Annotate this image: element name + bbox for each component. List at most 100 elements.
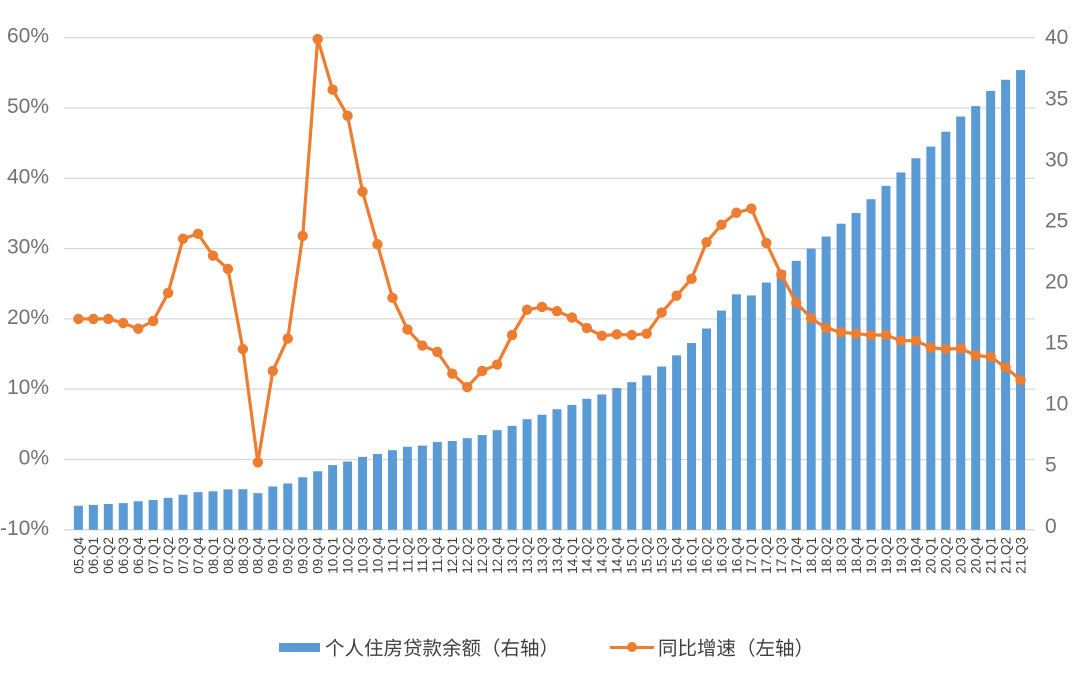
line-series-swatch — [610, 641, 654, 653]
x-axis-label: 06.Q3 — [116, 537, 131, 574]
x-axis-label: 16.Q2 — [699, 537, 714, 574]
line-marker — [237, 343, 249, 355]
line-marker — [297, 230, 308, 242]
x-axis-label: 11.Q4 — [430, 537, 445, 573]
bar — [118, 503, 128, 530]
bar — [402, 446, 412, 530]
x-axis-label: 21.Q3 — [1013, 537, 1028, 574]
bar — [223, 489, 233, 530]
x-axis-label: 15.Q3 — [655, 537, 670, 574]
x-axis-label: 10.Q3 — [355, 537, 370, 574]
bar — [1016, 70, 1026, 530]
line-marker — [88, 313, 99, 325]
line-marker — [462, 381, 473, 393]
bar — [956, 116, 966, 530]
x-axis-label: 08.Q1 — [206, 537, 221, 574]
line-marker — [551, 305, 563, 317]
y-axis-label-left: 20% — [7, 306, 49, 329]
line-marker — [357, 186, 368, 197]
y-axis-label-left: 40% — [7, 165, 49, 188]
x-axis-label: 19.Q2 — [879, 537, 894, 574]
line-marker — [342, 110, 353, 121]
x-axis-label: 09.Q4 — [311, 537, 326, 574]
x-axis-label: 20.Q2 — [939, 537, 954, 574]
y-axis-label-left: -10% — [0, 517, 49, 540]
bar — [373, 454, 382, 530]
line-marker — [895, 335, 907, 346]
bar — [73, 505, 83, 530]
line-marker — [776, 269, 787, 280]
line-marker — [671, 290, 682, 301]
bar — [582, 398, 592, 530]
bar — [731, 294, 741, 530]
bar — [477, 435, 487, 530]
line-marker — [746, 203, 757, 214]
x-axis-label: 20.Q4 — [969, 537, 984, 574]
line-marker — [820, 322, 832, 334]
x-axis-label: 09.Q1 — [266, 537, 281, 574]
bar — [821, 236, 831, 530]
bar — [88, 504, 98, 530]
line-marker — [701, 237, 712, 248]
legend-label-growth: 同比增速（左轴） — [658, 632, 815, 661]
x-axis-label: 14.Q1 — [565, 537, 580, 574]
bar — [941, 131, 951, 530]
bar — [148, 500, 158, 530]
bar — [881, 185, 891, 530]
y-axis-label-right: 35 — [1045, 87, 1068, 110]
line-marker — [925, 342, 937, 353]
x-axis-label: 07.Q3 — [176, 537, 191, 574]
bar — [268, 486, 278, 530]
x-axis-label: 10.Q2 — [340, 537, 355, 574]
x-axis-label: 14.Q4 — [610, 537, 625, 574]
x-axis-label: 15.Q1 — [625, 537, 640, 574]
bar — [836, 223, 846, 530]
y-axis-label-right: 10 — [1045, 393, 1068, 416]
bar — [791, 260, 801, 530]
line-marker — [656, 307, 667, 318]
bar — [702, 328, 712, 530]
x-axis-label: 09.Q3 — [296, 537, 311, 574]
x-axis-label: 13.Q2 — [520, 537, 535, 574]
x-axis-label: 11.Q1 — [385, 537, 400, 573]
line-marker — [521, 304, 533, 315]
x-axis-label: 18.Q2 — [819, 537, 834, 574]
x-axis-label: 05.Q4 — [71, 537, 86, 574]
line-marker — [1000, 362, 1011, 373]
line-marker — [626, 329, 637, 341]
line-marker — [985, 351, 996, 363]
bar — [358, 456, 368, 530]
x-axis-label: 12.Q1 — [445, 537, 460, 574]
line-marker — [476, 365, 488, 377]
bar-series-swatch — [278, 642, 320, 652]
line-marker — [267, 365, 279, 377]
line-marker — [970, 350, 981, 361]
bar — [492, 430, 502, 530]
line-marker — [491, 359, 503, 370]
x-axis-label: 14.Q3 — [595, 537, 610, 574]
bar — [462, 438, 472, 530]
line-marker — [447, 368, 458, 379]
bar — [612, 388, 622, 530]
bar — [193, 492, 203, 530]
legend-label-balance: 个人住房贷款余额（右轴） — [324, 632, 559, 661]
bar — [716, 310, 726, 530]
bar — [776, 270, 786, 530]
line-marker — [133, 323, 144, 334]
x-axis-label: 07.Q2 — [161, 537, 176, 574]
line-marker — [192, 228, 204, 240]
x-axis-label: 14.Q2 — [580, 537, 595, 574]
x-axis-label: 06.Q4 — [131, 537, 146, 574]
y-axis-label-right: 0 — [1045, 515, 1057, 538]
y-axis-label-right: 25 — [1045, 209, 1068, 232]
bar — [627, 382, 637, 530]
x-axis-label: 12.Q2 — [460, 537, 475, 574]
y-axis-label-left: 10% — [7, 376, 49, 399]
bar — [642, 375, 652, 530]
line-marker — [880, 329, 892, 341]
bar — [926, 146, 936, 530]
bar — [238, 489, 248, 530]
bar — [522, 419, 532, 530]
x-axis-label: 07.Q1 — [146, 537, 161, 574]
line-marker — [761, 237, 772, 249]
